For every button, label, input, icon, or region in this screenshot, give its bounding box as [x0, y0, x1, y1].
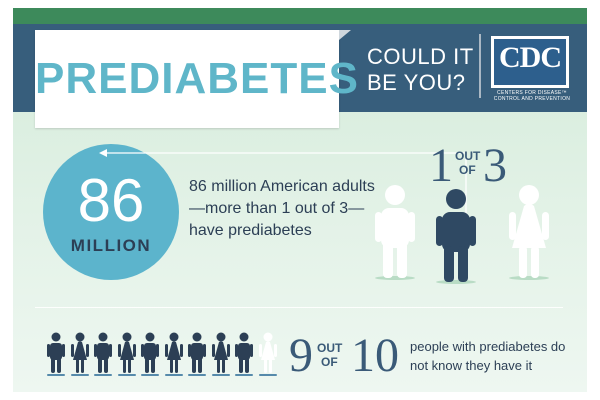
tagline-line-2: BE YOU? [367, 70, 466, 95]
stat-description: 86 million American adults—more than 1 o… [189, 178, 375, 239]
cdc-subtitle-line-1: CENTERS FOR DISEASE™ [497, 90, 567, 96]
cdc-logo-subtitle: CENTERS FOR DISEASE™ CONTROL AND PREVENT… [489, 90, 575, 102]
person-icon [211, 332, 230, 376]
person-icon [94, 332, 112, 376]
ratio2-numerator: 9 [289, 329, 313, 382]
title-fold-decoration [339, 30, 351, 40]
infographic-card: PREDIABETES COULD IT BE YOU? CDC CENTERS… [13, 8, 587, 392]
person-icon [235, 332, 253, 376]
ten-people-row [47, 332, 287, 378]
title-box: PREDIABETES [35, 30, 359, 128]
stat-number: 86 [77, 167, 145, 234]
cdc-logo: CDC [491, 36, 569, 88]
stat2-description: people with prediabetes do not know they… [410, 339, 566, 373]
person-icon [70, 332, 89, 376]
ratio2-word-out: OUT [317, 341, 343, 355]
ratio-one-out-of-three: 1 OUT OF 3 [429, 142, 529, 192]
person-icon [117, 332, 136, 376]
ratio-word-of: OF [459, 163, 476, 177]
ratio-denominator: 3 [483, 139, 507, 192]
cdc-logo-mark: CDC [494, 39, 566, 85]
stat-circle [43, 144, 179, 280]
stat-unit: MILLION [70, 236, 152, 255]
person-icon [47, 332, 65, 376]
cdc-subtitle-line-2: CONTROL AND PREVENTION [493, 96, 571, 102]
tagline-line-1: COULD IT [367, 44, 474, 69]
page-title: PREDIABETES [35, 54, 359, 103]
tagline: COULD IT BE YOU? [367, 44, 487, 96]
ratio-numerator: 1 [429, 139, 453, 192]
person-icon [258, 332, 277, 376]
ratio-nine-out-of-ten: 9 OUT OF 10 [289, 330, 409, 382]
cdc-logo-letters: CDC [499, 41, 562, 74]
person-icon [436, 189, 476, 284]
person-icon [509, 185, 549, 280]
person-icon [188, 332, 206, 376]
section-divider [35, 307, 563, 308]
person-icon [141, 332, 159, 376]
ratio2-word-of: OF [321, 355, 338, 369]
person-icon [375, 185, 415, 280]
header-divider [479, 34, 481, 98]
ratio-word-out: OUT [455, 149, 481, 163]
ratio2-denominator: 10 [351, 329, 399, 382]
person-icon [164, 332, 183, 376]
top-green-strip [13, 8, 587, 24]
